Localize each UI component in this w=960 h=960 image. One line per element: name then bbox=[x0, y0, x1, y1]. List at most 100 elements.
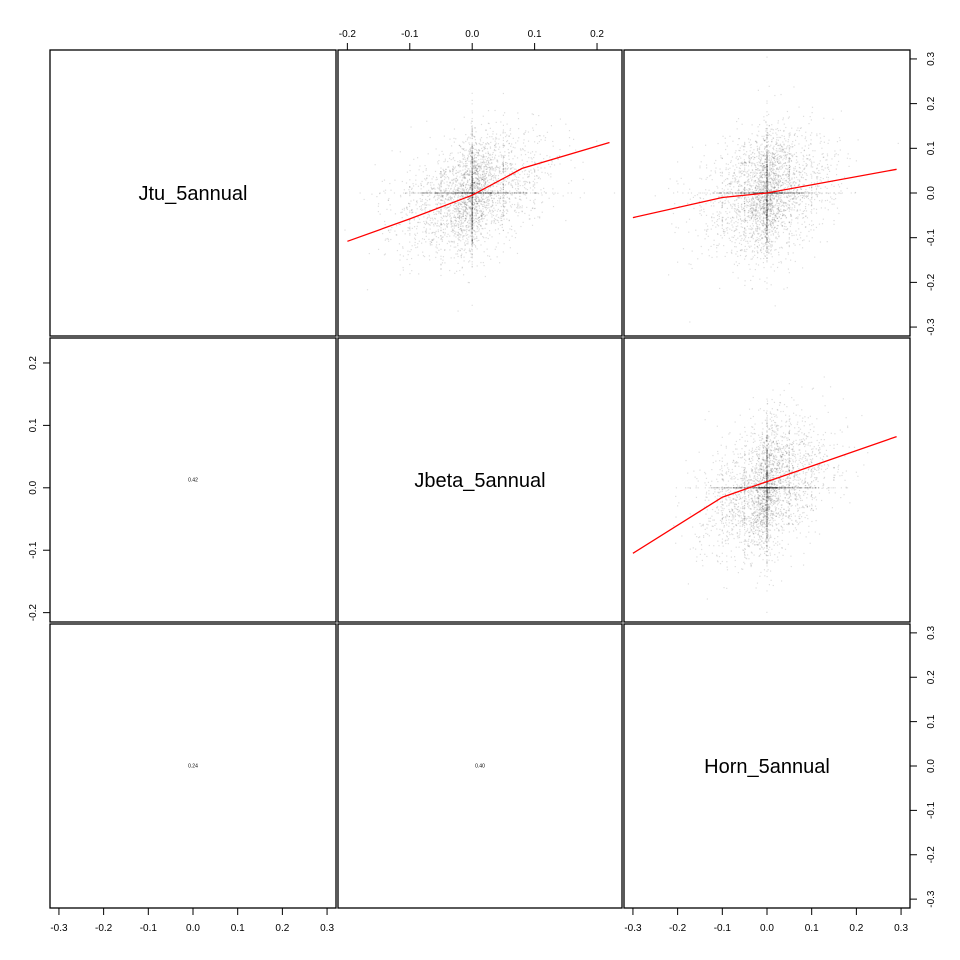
scatter-point bbox=[534, 178, 536, 180]
scatter-point bbox=[700, 245, 702, 248]
scatter-point bbox=[457, 204, 459, 206]
scatter-point bbox=[471, 192, 473, 194]
scatter-point bbox=[766, 169, 768, 171]
scatter-point bbox=[471, 195, 473, 198]
scatter-point bbox=[461, 192, 463, 194]
scatter-point bbox=[458, 192, 460, 194]
scatter-point bbox=[471, 223, 473, 225]
scatter-point bbox=[740, 191, 743, 193]
scatter-point bbox=[452, 165, 454, 167]
scatter-point bbox=[777, 169, 780, 171]
scatter-point bbox=[760, 205, 762, 207]
scatter-point bbox=[446, 212, 448, 214]
scatter-point bbox=[454, 194, 456, 196]
scatter-point bbox=[433, 225, 435, 227]
scatter-point bbox=[742, 192, 744, 194]
scatter-point bbox=[754, 210, 757, 213]
scatter-point bbox=[811, 204, 813, 207]
scatter-point bbox=[772, 166, 774, 168]
scatter-point bbox=[751, 213, 753, 215]
scatter-point bbox=[711, 220, 713, 222]
scatter-point bbox=[552, 140, 554, 143]
scatter-point bbox=[760, 199, 762, 201]
scatter-point bbox=[451, 222, 453, 225]
scatter-point bbox=[766, 171, 768, 173]
scatter-point bbox=[501, 163, 503, 166]
scatter-point bbox=[491, 192, 493, 194]
scatter-point bbox=[384, 253, 386, 255]
scatter-point bbox=[472, 173, 475, 175]
scatter-point bbox=[765, 146, 767, 148]
scatter-point bbox=[540, 139, 542, 141]
scatter-point bbox=[478, 166, 480, 168]
scatter-point bbox=[766, 209, 768, 211]
scatter-point bbox=[485, 188, 487, 191]
scatter-point bbox=[766, 187, 768, 189]
scatter-point bbox=[471, 221, 473, 223]
scatter-point bbox=[816, 133, 818, 135]
scatter-point bbox=[498, 148, 500, 150]
scatter-point bbox=[524, 145, 526, 147]
scatter-point bbox=[440, 210, 442, 212]
scatter-point bbox=[477, 163, 479, 165]
scatter-point bbox=[447, 166, 449, 168]
scatter-point bbox=[798, 171, 801, 173]
scatter-point bbox=[789, 184, 792, 186]
scatter-point bbox=[472, 135, 475, 137]
scatter-point bbox=[476, 210, 478, 212]
scatter-point bbox=[471, 178, 473, 181]
scatter-point bbox=[455, 179, 457, 181]
scatter-point bbox=[454, 216, 457, 218]
scatter-point bbox=[444, 192, 446, 194]
scatter-point bbox=[442, 175, 444, 177]
scatter-point bbox=[766, 228, 768, 230]
scatter-point bbox=[760, 171, 762, 173]
scatter-point bbox=[427, 204, 429, 206]
scatter-point bbox=[460, 248, 462, 250]
scatter-point bbox=[766, 179, 768, 181]
scatter-point bbox=[785, 168, 787, 170]
scatter-point bbox=[788, 148, 790, 150]
scatter-point bbox=[471, 263, 473, 265]
scatter-point bbox=[691, 146, 694, 148]
scatter-point bbox=[443, 232, 445, 234]
scatter-point bbox=[473, 185, 475, 187]
scatter-point bbox=[450, 187, 452, 190]
scatter-point bbox=[816, 167, 818, 169]
scatter-point bbox=[517, 191, 519, 193]
scatter-point bbox=[442, 197, 444, 199]
scatter-point bbox=[467, 192, 469, 194]
scatter-point bbox=[519, 198, 521, 200]
scatter-point bbox=[480, 192, 482, 194]
scatter-point bbox=[404, 233, 406, 235]
scatter-point bbox=[766, 201, 768, 203]
scatter-point bbox=[469, 183, 472, 185]
scatter-point bbox=[518, 192, 520, 194]
scatter-point bbox=[470, 160, 472, 162]
scatter-point bbox=[467, 202, 469, 204]
scatter-point bbox=[471, 236, 473, 238]
scatter-point bbox=[433, 213, 435, 216]
scatter-point bbox=[462, 210, 464, 212]
scatter-point bbox=[480, 180, 482, 182]
scatter-point bbox=[489, 192, 491, 194]
scatter-point bbox=[733, 172, 735, 174]
scatter-point bbox=[471, 239, 473, 241]
scatter-point bbox=[457, 226, 459, 228]
scatter-point bbox=[476, 182, 478, 184]
scatter-point bbox=[753, 208, 755, 210]
scatter-point bbox=[480, 123, 483, 126]
scatter-point bbox=[471, 192, 473, 194]
scatter-point bbox=[465, 214, 467, 216]
scatter-point bbox=[766, 161, 768, 163]
scatter-point bbox=[494, 156, 496, 158]
scatter-point bbox=[760, 165, 762, 167]
scatter-point bbox=[759, 172, 761, 174]
scatter-point bbox=[421, 194, 423, 196]
scatter-point bbox=[417, 216, 419, 218]
scatter-point bbox=[736, 128, 738, 130]
scatter-point bbox=[766, 102, 768, 104]
scatter-point bbox=[485, 197, 487, 199]
scatter-point bbox=[430, 241, 432, 243]
scatter-point bbox=[783, 201, 785, 203]
